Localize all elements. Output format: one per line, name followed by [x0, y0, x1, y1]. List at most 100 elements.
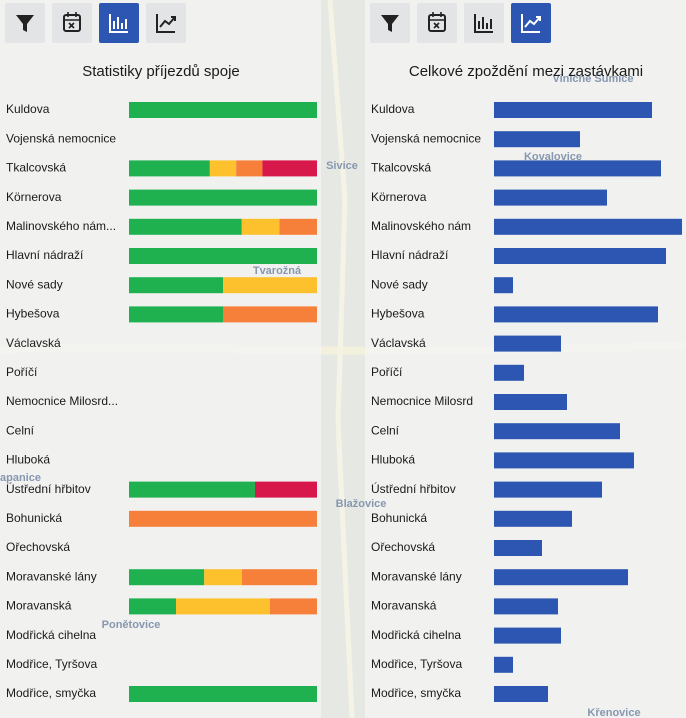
stop-label: Malinovského nám...: [6, 219, 116, 233]
bar-segment: [279, 218, 317, 235]
stop-label: Hybešova: [6, 307, 60, 321]
bar: [494, 102, 652, 118]
bar: [494, 131, 580, 148]
button-background: [52, 3, 92, 43]
toolbar-button[interactable]: [464, 3, 504, 43]
toolbar-button[interactable]: [52, 3, 92, 43]
bar-segment: [129, 481, 255, 498]
bar-segment: [129, 248, 317, 264]
bar-segment: [176, 598, 270, 615]
stop-label: Malinovského nám: [371, 219, 471, 233]
map-label: Křenovice: [587, 707, 640, 718]
bar: [494, 540, 542, 556]
stop-label: Moravanská: [6, 599, 72, 613]
bar-segment: [129, 102, 317, 118]
stop-label: Modřická cihelna: [6, 628, 96, 642]
bar-segment: [129, 160, 210, 177]
stop-label: Modřická cihelna: [371, 628, 461, 642]
stop-label: Ústřední hřbitov: [6, 481, 91, 496]
stop-label: Václavská: [6, 336, 61, 350]
bar: [494, 627, 561, 644]
stop-label: Körnerova: [371, 190, 427, 204]
filter-icon: [381, 15, 399, 32]
map-label: Tvarožná: [253, 265, 302, 277]
trend-icon: [521, 14, 541, 33]
stop-label: Modřice, smyčka: [6, 686, 96, 700]
right-panel: [365, 0, 686, 718]
stop-label: Nemocnice Milosrd...: [6, 394, 118, 408]
stop-label: Vojenská nemocnice: [6, 131, 116, 145]
calendar-icon: [428, 14, 446, 32]
stop-label: Poříčí: [6, 365, 38, 379]
trend-icon: [156, 14, 176, 33]
stop-label: Kuldova: [371, 102, 415, 116]
stop-label: Ořechovská: [6, 540, 70, 554]
bar-segment: [129, 569, 205, 586]
bar-segment: [241, 569, 317, 586]
bar-segment: [209, 160, 237, 177]
map-label: apanice: [0, 472, 41, 484]
bar: [494, 306, 658, 323]
bar-segment: [254, 481, 317, 498]
map-label: Kovalovice: [524, 151, 582, 163]
stop-label: Nové sady: [6, 277, 63, 291]
bar-segment: [270, 598, 317, 615]
bar-segment: [129, 510, 317, 527]
calendar-icon: [429, 12, 445, 29]
stop-label: Hluboká: [371, 453, 415, 467]
stop-label: Hluboká: [6, 453, 50, 467]
stop-label: Modřice, Tyršova: [6, 657, 97, 671]
calendar-icon: [63, 14, 81, 32]
bar: [494, 248, 666, 264]
bar-segment: [129, 686, 317, 702]
left-panel: [0, 0, 321, 718]
calendar-icon: [64, 12, 80, 29]
bar-segment: [129, 218, 242, 235]
bar-segment: [129, 189, 317, 206]
stop-label: Modřice, Tyršova: [371, 657, 462, 671]
stop-label: Poříčí: [371, 365, 403, 379]
toolbar-button[interactable]: [99, 3, 139, 43]
bar-chart-icon: [109, 14, 128, 33]
bar: [494, 423, 620, 440]
stop-label: Kuldova: [6, 102, 50, 116]
bar: [494, 598, 558, 615]
bar: [494, 481, 602, 498]
stop-label: Ořechovská: [371, 540, 435, 554]
stop-label: Václavská: [371, 336, 426, 350]
stop-label: Celní: [6, 423, 35, 437]
stop-label: Hybešova: [371, 307, 425, 321]
stop-label: Nemocnice Milosrd: [371, 394, 473, 408]
toolbar-button[interactable]: [417, 3, 457, 43]
stop-label: Bohunická: [6, 511, 62, 525]
bar: [494, 686, 548, 702]
chart-title: Celkové zpoždění mezi zastávkami: [409, 63, 643, 80]
toolbar-button[interactable]: [146, 3, 186, 43]
stop-label: Tkalcovská: [371, 161, 431, 175]
bar-segment: [204, 569, 242, 586]
bar: [494, 656, 513, 673]
map-label: Viničné Šumice: [552, 72, 633, 85]
bar-segment: [262, 160, 317, 177]
bar: [494, 364, 524, 381]
bar-segment: [129, 306, 223, 323]
bar: [494, 218, 682, 235]
stop-label: Vojenská nemocnice: [371, 131, 481, 145]
stop-label: Ústřední hřbitov: [371, 481, 456, 496]
stop-label: Celní: [371, 423, 400, 437]
filter-icon: [16, 15, 34, 32]
stop-label: Moravanská: [371, 599, 437, 613]
stop-label: Hlavní nádraží: [6, 248, 84, 262]
stop-label: Moravanské lány: [6, 569, 97, 583]
toolbar-button[interactable]: [511, 3, 551, 43]
toolbar-button[interactable]: [370, 3, 410, 43]
stop-label: Bohunická: [371, 511, 427, 525]
stop-label: Nové sady: [371, 277, 428, 291]
stop-label: Tkalcovská: [6, 161, 66, 175]
bar: [494, 277, 513, 294]
bar-segment: [129, 277, 223, 294]
bar: [494, 189, 607, 206]
bar-segment: [236, 160, 263, 177]
toolbar-button[interactable]: [5, 3, 45, 43]
